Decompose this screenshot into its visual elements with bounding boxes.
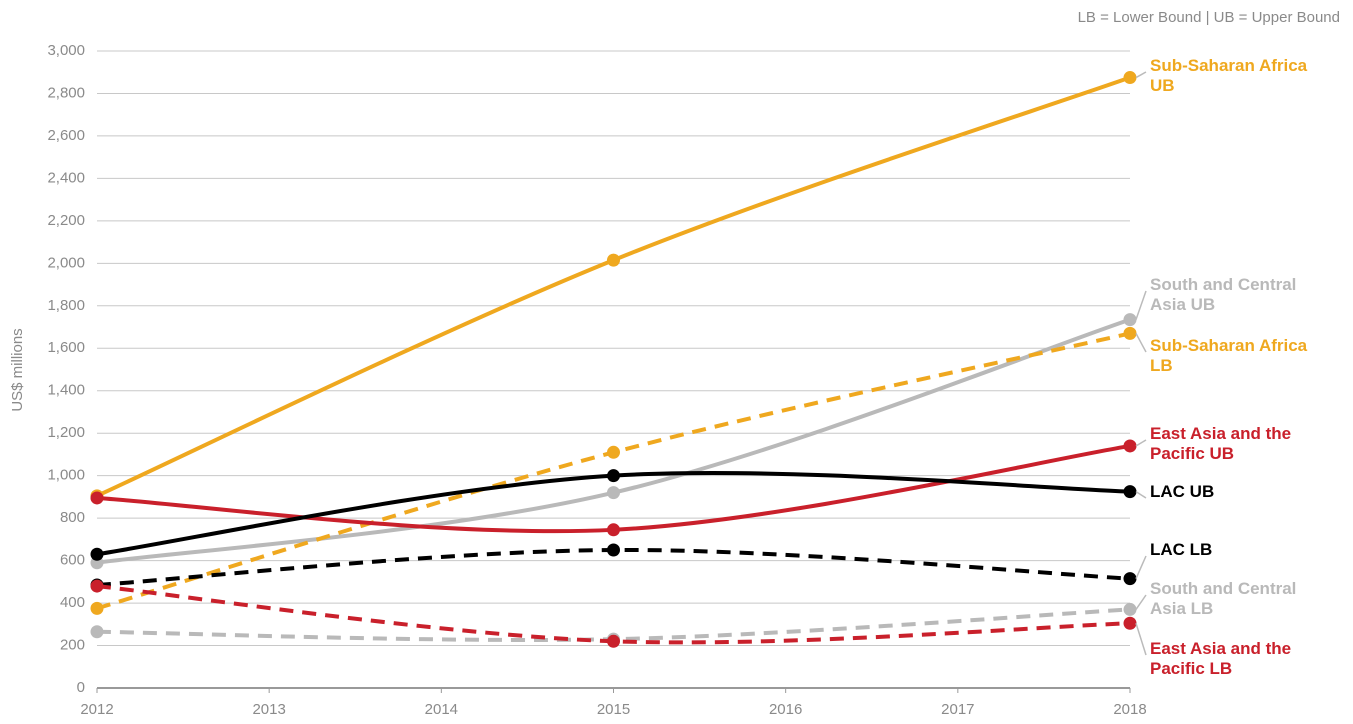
label-connector [1135, 555, 1147, 579]
data-point [1123, 572, 1137, 586]
series-label: LAC LB [1150, 540, 1213, 559]
y-tick-label: 0 [77, 679, 85, 696]
x-tick-label: 2012 [80, 701, 113, 718]
y-tick-label: 400 [60, 594, 85, 611]
data-point [1123, 326, 1137, 340]
y-tick-label: 1,400 [47, 382, 85, 399]
y-tick-label: 1,600 [47, 339, 85, 356]
x-tick-label: 2018 [1113, 701, 1146, 718]
x-tick-label: 2015 [597, 701, 630, 718]
y-tick-label: 2,200 [47, 212, 85, 229]
data-point [90, 579, 104, 593]
y-tick-label: 1,000 [47, 467, 85, 484]
data-point [1123, 439, 1137, 453]
data-point [1123, 485, 1137, 499]
y-tick-label: 2,000 [47, 254, 85, 271]
x-tick-label: 2014 [425, 701, 458, 718]
x-tick-label: 2017 [941, 701, 974, 718]
series-label: South and Central Asia LB [1150, 579, 1297, 618]
y-tick-label: 600 [60, 552, 85, 569]
y-tick-label: 2,800 [47, 84, 85, 101]
label-connector [1135, 71, 1147, 79]
data-point [90, 625, 104, 639]
y-tick-label: 2,400 [47, 169, 85, 186]
data-point [607, 486, 620, 500]
y-tick-label: 1,200 [47, 424, 85, 441]
y-axis-label: US$ millions [9, 328, 26, 411]
label-connector [1135, 623, 1147, 656]
data-point [607, 253, 620, 267]
data-point [1123, 602, 1137, 616]
data-point [607, 634, 620, 648]
y-tick-label: 800 [60, 509, 85, 526]
series-label: East Asia and the Pacific LB [1150, 639, 1292, 678]
data-point [607, 445, 620, 459]
series-label: LAC UB [1150, 482, 1215, 501]
data-point [90, 547, 104, 561]
label-connector [1135, 439, 1147, 447]
series-label: Sub-Saharan Africa UB [1150, 56, 1308, 95]
note: LB = Lower Bound | UB = Upper Bound [1078, 9, 1340, 26]
x-tick-label: 2016 [769, 701, 802, 718]
label-connector [1135, 490, 1147, 499]
y-tick-label: 3,000 [47, 42, 85, 59]
data-point [90, 491, 104, 505]
label-connector [1135, 594, 1147, 610]
data-point [607, 523, 620, 537]
x-tick-label: 2013 [252, 701, 285, 718]
y-tick-label: 2,600 [47, 127, 85, 144]
series-label: East Asia and the Pacific UB [1150, 424, 1292, 463]
data-point [90, 601, 104, 615]
label-connector [1135, 333, 1147, 353]
data-point [1123, 313, 1137, 327]
data-point [1123, 616, 1137, 630]
data-point [1123, 71, 1137, 85]
label-connector [1135, 290, 1147, 320]
series-label: Sub-Saharan Africa LB [1150, 336, 1308, 375]
data-point [607, 543, 620, 557]
series-label: South and Central Asia UB [1150, 275, 1297, 314]
y-tick-label: 1,800 [47, 297, 85, 314]
data-point [607, 469, 620, 483]
y-tick-label: 200 [60, 637, 85, 654]
